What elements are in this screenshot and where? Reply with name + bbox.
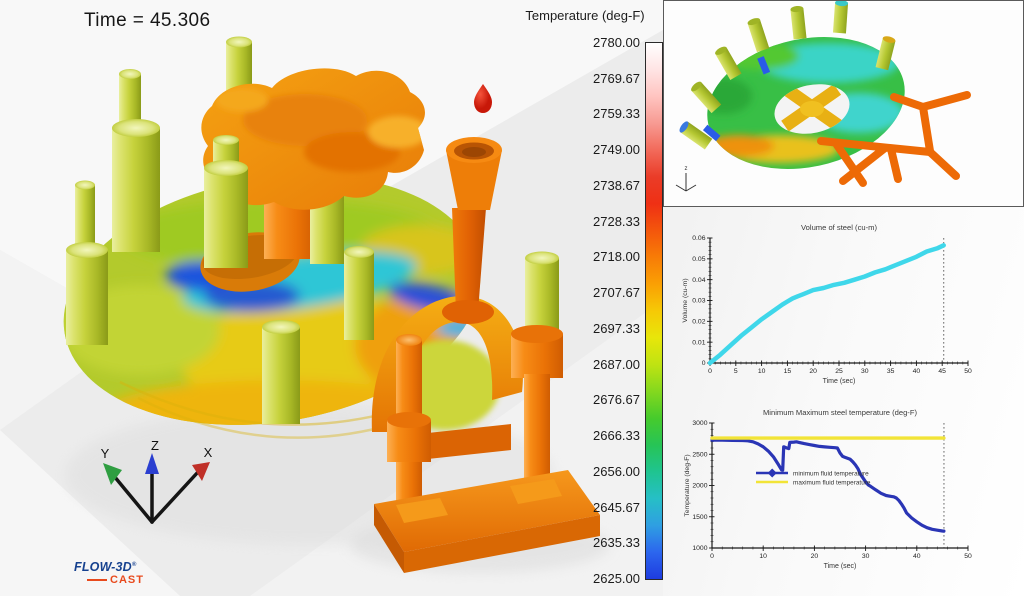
riser-left-wide: [112, 69, 160, 252]
x-tick-label: 35: [887, 368, 895, 375]
x-axis-title: Time (sec): [823, 378, 856, 385]
colorbar-tick-label: 2749.00: [593, 142, 640, 158]
logo-rule: [87, 579, 108, 581]
x-tick-label: 10: [758, 368, 766, 375]
colorbar-tick-label: 2728.33: [593, 213, 640, 229]
x-tick-label: 40: [913, 368, 921, 375]
main-3d-view[interactable]: Y Z X: [0, 0, 663, 596]
colorbar-tick-label: 2697.33: [593, 320, 640, 336]
z-axis-label: Z: [151, 438, 159, 453]
y-tick-label: 0.01: [692, 339, 705, 346]
y-axis-label: Y: [101, 446, 110, 461]
series-line: [707, 243, 946, 366]
y-tick-label: 2000: [692, 483, 707, 490]
x-axis-label: X: [204, 445, 213, 460]
logo-name: FLOW-3D: [74, 560, 132, 574]
red-droplet: [474, 84, 492, 113]
y-tick-label: 0: [702, 360, 706, 367]
y-axis-title: Volume (cu-m): [682, 278, 689, 322]
riser-mid-right: [344, 246, 374, 340]
y-tick-label: 3000: [692, 420, 707, 427]
series-line: [710, 438, 946, 533]
colorbar-tick-label: 2666.33: [593, 428, 640, 444]
legend-label: maximum fluid temperature: [793, 479, 871, 486]
y-tick-label: 2500: [692, 451, 707, 458]
y-tick-label: 1500: [692, 514, 707, 521]
inset-risers: [679, 0, 896, 150]
simulation-time-label: Time = 45.306: [84, 10, 211, 31]
colorbar-tick-label: 2635.33: [593, 535, 640, 551]
colorbar-tick-label: 2656.00: [593, 463, 640, 479]
colorbar-tick-label: 2707.67: [593, 285, 640, 301]
chart-title: Volume of steel (cu-m): [801, 223, 877, 232]
colorbar-tick-label: 2687.00: [593, 356, 640, 372]
outlet-arch: [371, 296, 523, 432]
inset-z-axis-label: z: [685, 166, 688, 172]
y-tick-label: 0.04: [692, 277, 705, 284]
flow3d-cast-logo: FLOW-3D® CAST: [74, 561, 144, 586]
x-tick-label: 50: [964, 553, 972, 560]
colorbar-tick-label: 2738.67: [593, 177, 640, 193]
x-tick-label: 10: [759, 553, 767, 560]
riser-front-bottom: [262, 320, 300, 424]
x-tick-label: 20: [811, 553, 819, 560]
x-axis-title: Time (sec): [824, 563, 857, 570]
runner-and-rods: [374, 325, 600, 573]
colorbar-tick-labels: 2780.00 2769.67 2759.33 2749.00 2738.67 2728.…: [536, 0, 640, 596]
colorbar: [645, 42, 663, 580]
riser-right: [525, 251, 559, 338]
volume-chart: 0 5 10 15 20 25 30 35 40 45 50 0 0.01 0.02 0.03 0.04 0.0…: [682, 223, 972, 385]
logo-registered-mark: ®: [131, 561, 137, 568]
inset-view[interactable]: z: [663, 0, 1024, 207]
y-tick-label: 1000: [692, 545, 707, 552]
y-axis-title: Temperature (deg-F): [684, 454, 691, 516]
x-tick-label: 25: [835, 368, 843, 375]
riser-center-front: [204, 135, 248, 268]
colorbar-tick-label: 2718.00: [593, 249, 640, 265]
sprue-tube: [452, 208, 486, 312]
temperature-chart: 0 10 20 30 40 50 1000 1500 2000 2500 3000 Minimum M…: [684, 408, 972, 570]
x-tick-label: 20: [809, 368, 817, 375]
inset-casting-model: z: [675, 0, 971, 192]
colorbar-tick-label: 2676.67: [593, 392, 640, 408]
colorbar-tick-label: 2769.67: [593, 70, 640, 86]
x-tick-label: 30: [862, 553, 870, 560]
colorbar-tick-label: 2645.67: [593, 499, 640, 515]
legend-marker: [767, 468, 777, 478]
y-tick-label: 0.02: [692, 319, 705, 326]
x-tick-label: 5: [734, 368, 738, 375]
riser-left-thin: [66, 180, 108, 345]
colorbar-tick-label: 2625.00: [593, 571, 640, 586]
y-tick-label: 0.05: [692, 256, 705, 263]
y-tick-label: 0.03: [692, 298, 705, 305]
x-tick-label: 40: [913, 553, 921, 560]
colorbar-tick-label: 2759.33: [593, 106, 640, 122]
pour-funnel: [446, 150, 502, 210]
x-axis-arrow-icon: [192, 462, 210, 481]
x-tick-label: 50: [964, 368, 972, 375]
chart-title: Minimum Maximum steel temperature (deg-F…: [763, 408, 917, 417]
colorbar-title: Temperature (deg-F): [525, 8, 645, 23]
z-axis-arrow-icon: [145, 453, 159, 474]
orientation-axes: Y Z X: [101, 438, 213, 524]
x-tick-label: 15: [784, 368, 792, 375]
y-tick-label: 0.06: [692, 235, 705, 242]
x-tick-label: 0: [708, 368, 712, 375]
x-tick-label: 30: [861, 368, 869, 375]
x-tick-label: 0: [710, 553, 714, 560]
logo-sub: CAST: [110, 573, 144, 586]
colorbar-tick-label: 2780.00: [593, 35, 640, 50]
legend-label: minimum fluid temperature: [793, 470, 869, 477]
inset-orientation-axes: z: [675, 166, 697, 192]
x-tick-label: 45: [938, 368, 946, 375]
inset-gating-trestle: [817, 91, 971, 187]
y-axis-arrow-icon: [103, 463, 122, 485]
casting-top-plate: [201, 68, 425, 210]
